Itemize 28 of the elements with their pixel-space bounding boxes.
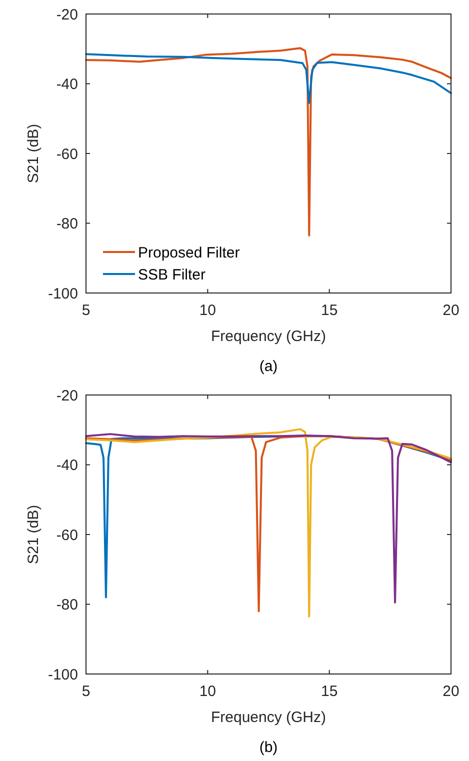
y-axis-title: S21 (dB) xyxy=(25,504,42,564)
legend-label: SSB Filter xyxy=(138,266,206,284)
x-axis-title: Frequency (GHz) xyxy=(210,709,326,726)
x-tick-label: 10 xyxy=(199,302,216,319)
y-tick-label: -60 xyxy=(56,526,78,544)
y-tick-label: -80 xyxy=(56,596,78,614)
x-axis-title: Frequency (GHz) xyxy=(210,328,326,345)
x-tick-label: 20 xyxy=(442,302,460,319)
x-tick-label: 10 xyxy=(199,683,216,700)
y-tick-label: -100 xyxy=(48,285,78,302)
y-tick-label: -40 xyxy=(56,457,78,474)
x-tick-label: 5 xyxy=(82,683,90,700)
line-series xyxy=(85,53,452,104)
y-tick-label: -60 xyxy=(56,146,78,163)
y-tick-label: -100 xyxy=(48,666,78,684)
x-tick-label: 20 xyxy=(442,683,460,700)
line-series xyxy=(85,47,452,236)
x-tick-label: 5 xyxy=(82,302,90,319)
text: (b) xyxy=(259,739,278,756)
x-tick-label: 15 xyxy=(320,683,338,700)
text: (a) xyxy=(259,358,278,375)
y-tick-label: -20 xyxy=(56,6,78,24)
y-axis-title: S21 (dB) xyxy=(25,124,42,184)
x-tick-label: 15 xyxy=(320,302,338,319)
y-tick-label: -40 xyxy=(56,76,78,93)
y-tick-label: -20 xyxy=(56,387,78,404)
y-tick-label: -80 xyxy=(56,216,78,232)
legend-label: Proposed Filter xyxy=(138,244,240,262)
